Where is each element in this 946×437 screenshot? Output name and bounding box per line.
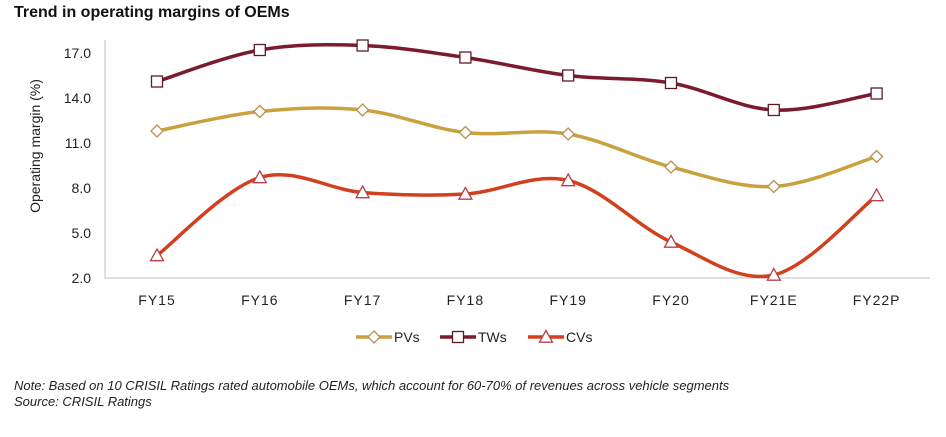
y-tick-label: 8.0: [72, 180, 92, 196]
x-tick-label: FY15: [138, 292, 175, 308]
x-tick-label: FY22P: [853, 292, 901, 308]
series-line: [155, 42, 879, 112]
diamond-marker: [869, 149, 884, 164]
series-cvs: [149, 169, 885, 281]
x-tick-label: FY20: [652, 292, 689, 308]
square-marker: [356, 39, 369, 52]
square-marker: [459, 51, 472, 64]
legend-label: PVs: [394, 329, 420, 345]
y-tick-label: 17.0: [64, 45, 91, 61]
triangle-marker: [663, 234, 679, 248]
square-marker: [562, 69, 575, 82]
x-ticks: FY15 FY16 FY17 FY18 FY19 FY20 FY21E FY22P: [138, 292, 901, 308]
series-group: [149, 39, 885, 281]
legend-item-tws: TWs: [440, 329, 507, 345]
x-tick-label: FY17: [344, 292, 381, 308]
triangle-marker: [538, 329, 554, 343]
legend-item-pvs: PVs: [356, 329, 420, 345]
footnote: Note: Based on 10 CRISIL Ratings rated a…: [14, 378, 729, 410]
square-marker: [253, 43, 266, 57]
note-text: Note: Based on 10 CRISIL Ratings rated a…: [14, 378, 730, 393]
triangle-marker: [766, 267, 782, 281]
diamond-marker: [367, 330, 381, 344]
y-axis-label: Operating margin (%): [27, 79, 43, 213]
series-line: [155, 106, 879, 189]
y-tick-label: 5.0: [72, 225, 92, 241]
triangle-marker: [868, 187, 885, 202]
legend: PVs TWs CVs: [356, 329, 592, 345]
source-text: Source: CRISIL Ratings: [14, 394, 152, 409]
y-tick-label: 2.0: [72, 270, 92, 286]
legend-item-cvs: CVs: [528, 329, 592, 345]
legend-label: CVs: [566, 329, 592, 345]
diamond-marker: [355, 103, 370, 117]
y-axis-label-group: Operating margin (%): [27, 79, 43, 213]
triangle-marker: [457, 186, 474, 200]
diamond-marker: [766, 179, 781, 194]
x-tick-label: FY18: [447, 292, 484, 308]
y-ticks: 17.0 14.0 11.0 8.0 5.0 2.0: [64, 45, 91, 286]
diamond-marker: [252, 104, 267, 119]
triangle-marker: [149, 247, 165, 262]
diamond-marker: [458, 125, 473, 140]
square-marker: [664, 76, 678, 90]
chart-title: Trend in operating margins of OEMs: [14, 4, 290, 21]
triangle-marker: [560, 172, 576, 187]
diamond-marker: [664, 160, 678, 174]
diamond-marker: [561, 127, 576, 141]
triangle-marker: [252, 169, 268, 184]
x-tick-label: FY16: [241, 292, 278, 308]
square-marker: [767, 103, 780, 117]
series-tws: [150, 39, 883, 117]
x-tick-label: FY19: [549, 292, 586, 308]
legend-label: TWs: [478, 329, 507, 345]
y-tick-label: 11.0: [65, 135, 91, 151]
square-marker: [150, 75, 164, 88]
series-line: [155, 172, 879, 279]
square-marker: [451, 330, 465, 344]
x-tick-label: FY21E: [750, 292, 798, 308]
square-marker: [870, 87, 883, 100]
diamond-marker: [150, 124, 164, 138]
series-pvs: [150, 103, 884, 194]
triangle-marker: [354, 184, 371, 199]
y-tick-label: 14.0: [64, 90, 91, 106]
